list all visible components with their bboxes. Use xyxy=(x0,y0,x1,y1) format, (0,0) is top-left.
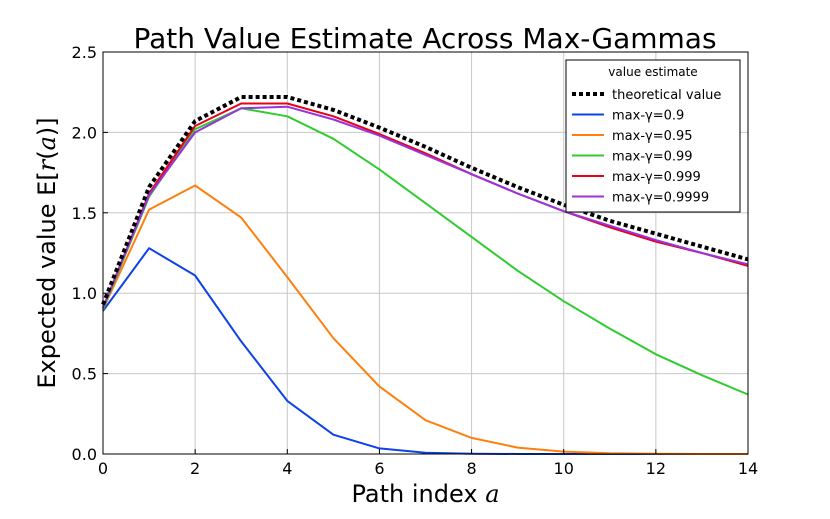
x-tick-label-3: 6 xyxy=(374,459,384,478)
y-axis-label: Expected value E[r(a)] xyxy=(33,117,61,388)
series-line-4 xyxy=(102,102,749,309)
legend: value estimate theoretical value max-γ=0.9… xyxy=(565,59,741,213)
legend-label-3: max-γ=0.99 xyxy=(612,150,693,165)
legend-label-4: max-γ=0.999 xyxy=(612,170,701,185)
y-axis-label-text: Expected value E[r(a)] xyxy=(33,117,61,388)
x-axis-label: Path index a xyxy=(352,480,500,508)
legend-label-1: max-γ=0.9 xyxy=(612,109,684,124)
legend-title: value estimate xyxy=(608,65,697,79)
chart-title: Path Value Estimate Across Max-Gammas xyxy=(133,22,716,55)
x-axis-label-text: Path index a xyxy=(352,480,500,508)
y-tick-label-4: 2.0 xyxy=(72,123,97,142)
series-line-5 xyxy=(102,105,749,309)
axis-ticks: 0 2 4 6 8 10 12 14 0.0 0.5 1.0 1.5 2.0 2.5 xyxy=(72,43,759,478)
y-tick-label-1: 0.5 xyxy=(72,365,97,384)
x-tick-label-0: 0 xyxy=(98,459,108,478)
legend-label-0: theoretical value xyxy=(612,88,721,103)
y-tick-label-3: 1.5 xyxy=(72,204,97,223)
legend-label-2: max-γ=0.95 xyxy=(612,129,693,144)
series-line-3 xyxy=(102,107,749,396)
x-tick-label-5: 10 xyxy=(554,459,574,478)
x-tick-label-6: 12 xyxy=(646,459,666,478)
x-tick-label-4: 8 xyxy=(466,459,476,478)
y-tick-label-2: 1.0 xyxy=(72,284,97,303)
x-tick-label-2: 4 xyxy=(282,459,292,478)
x-tick-label-7: 14 xyxy=(738,459,758,478)
legend-label-5: max-γ=0.9999 xyxy=(612,191,709,206)
y-tick-label-5: 2.5 xyxy=(72,43,97,62)
x-tick-label-1: 2 xyxy=(190,459,200,478)
series-line-0 xyxy=(101,95,749,306)
y-tick-label-0: 0.0 xyxy=(72,445,97,464)
series-line-2 xyxy=(102,184,748,455)
plot-frame xyxy=(102,51,749,455)
